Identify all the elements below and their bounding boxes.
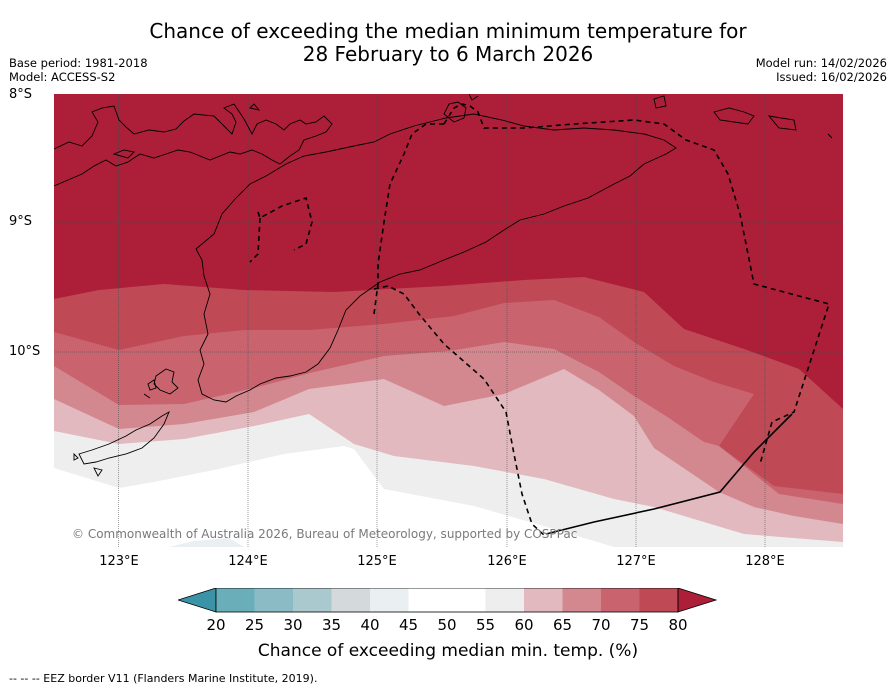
colorbar-segment: [639, 588, 678, 612]
colorbar-tick: 75: [629, 616, 650, 634]
colorbar-tick: 80: [668, 616, 688, 634]
island-timor: [195, 113, 677, 403]
colorbar-tick: 60: [514, 616, 534, 634]
colorbar-arrow-high: [677, 588, 718, 613]
colorbar-tick: 20: [206, 616, 226, 634]
lon-label-123e: 123°E: [99, 554, 139, 569]
island-sawu: [78, 410, 170, 465]
copyright-notice: © Commonwealth of Australia 2026, Bureau…: [72, 527, 578, 541]
lon-label-124e: 124°E: [228, 554, 268, 569]
gridlines: [54, 94, 843, 547]
colorbar-tick: 40: [360, 616, 380, 634]
colorbar-segment: [485, 588, 524, 612]
colorbar-segment: [447, 588, 486, 612]
colorbar-label: Chance of exceeding median min. temp. (%…: [257, 641, 639, 661]
colorbar-segment: [524, 588, 563, 612]
colorbar-segment: [601, 588, 640, 612]
colorbar-tick: 45: [398, 616, 419, 634]
colorbar-tick: 70: [591, 616, 611, 634]
lat-label-8s: 8°S: [9, 87, 33, 102]
colorbar-segment: [370, 588, 409, 612]
meta-left: Base period: 1981-2018 Model: ACCESS-S2: [9, 56, 148, 84]
colorbar-tick: 50: [437, 616, 457, 634]
island-wetar: [443, 101, 467, 123]
colorbar-tick: 25: [244, 616, 265, 634]
colorbar-segment: [331, 588, 370, 612]
colorbar-tick: 65: [552, 616, 573, 634]
lon-label-128e: 128°E: [745, 554, 785, 569]
colorbar-segment: [254, 588, 293, 612]
colorbar-segment: [562, 588, 601, 612]
colorbar-frame: [215, 588, 679, 613]
lon-label-125e: 125°E: [357, 554, 397, 569]
colorbar-tick: 35: [321, 616, 342, 634]
island-flores-alor: [54, 103, 333, 187]
colorbar-segment: [216, 588, 255, 612]
band-40-45: [169, 538, 244, 547]
footnote-eez: -- -- -- EEZ border V11 (Flanders Marine…: [9, 672, 318, 685]
colorbar-tick: 55: [475, 616, 496, 634]
map-area[interactable]: [54, 94, 843, 547]
island-rote: [153, 368, 179, 395]
coastlines: [54, 94, 833, 477]
lon-label-126e: 126°E: [487, 554, 527, 569]
colorbar-segment: [408, 588, 447, 612]
model-name: Model: ACCESS-S2: [9, 70, 116, 84]
title-line-2: 28 February to 6 March 2026: [302, 42, 594, 66]
meta-right: Model run: 14/02/2026 Issued: 16/02/2026: [756, 56, 887, 84]
boundary-solid: [545, 413, 793, 535]
lat-label-10s: 10°S: [9, 344, 41, 359]
lat-label-9s: 9°S: [9, 214, 33, 229]
base-period: Base period: 1981-2018: [9, 56, 148, 70]
issued-date: Issued: 16/02/2026: [776, 70, 887, 84]
eez-border: [249, 103, 831, 538]
colorbar: [178, 588, 718, 613]
model-run: Model run: 14/02/2026: [755, 56, 887, 70]
colorbar-arrow-low: [178, 588, 217, 613]
title-line-1: Chance of exceeding the median minimum t…: [149, 19, 747, 43]
colorbar-segment: [293, 588, 332, 612]
colorbar-tick: 30: [283, 616, 303, 634]
chart-title: Chance of exceeding the median minimum t…: [0, 20, 896, 66]
band-50-55: [54, 446, 614, 547]
lon-label-127e: 127°E: [616, 554, 656, 569]
